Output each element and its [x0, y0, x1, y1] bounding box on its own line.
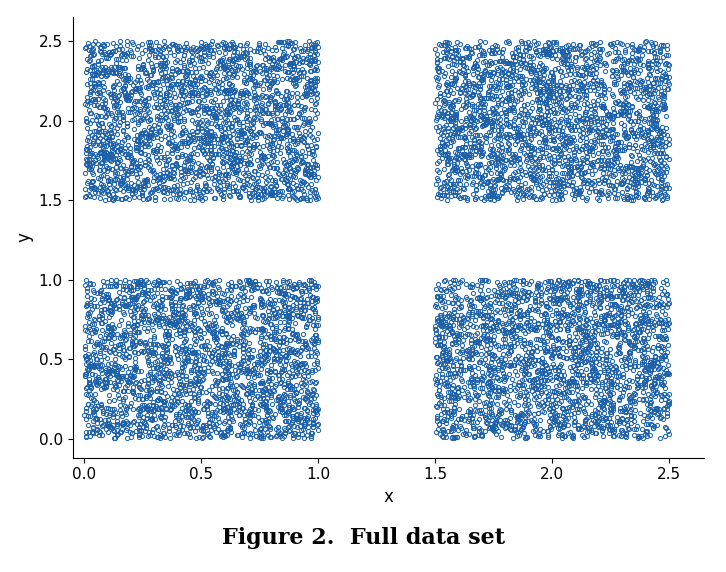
X-axis label: x: x — [383, 488, 393, 506]
Y-axis label: y: y — [15, 232, 33, 243]
Text: Figure 2.  Full data set: Figure 2. Full data set — [221, 527, 505, 549]
